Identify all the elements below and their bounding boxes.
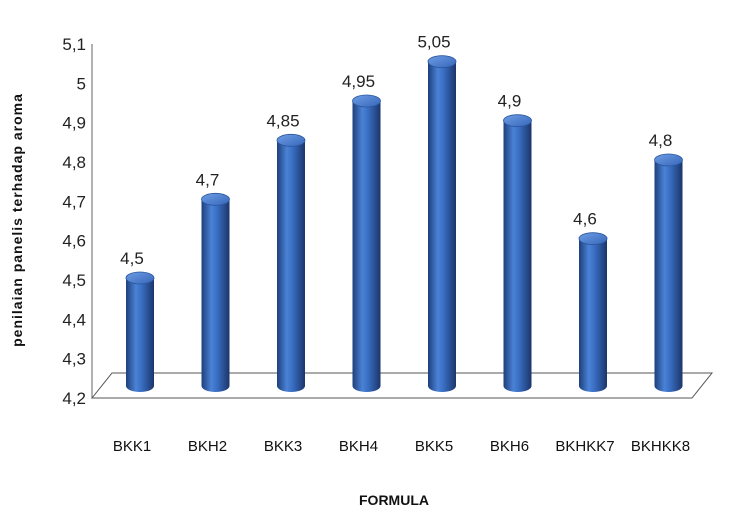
bar-body [277,140,305,392]
bar [352,94,381,392]
y-tick-label: 4,8 [62,153,86,172]
y-tick-label: 4,9 [62,114,86,133]
y-tick-label: 4,4 [62,310,86,329]
x-axis-ticks: BKK1 BKH2 BKK3 BKH4 BKK5 BKH6 BKHKK7 BKHKK8 [113,438,690,455]
data-label: 5,05 [417,33,450,52]
x-tick-label: BKHKK8 [631,438,690,455]
x-axis-title: FORMULA [359,492,429,508]
bar-cap [352,94,381,108]
data-label: 4,8 [649,131,673,150]
bars-group [125,55,683,393]
bar-cap [427,55,457,69]
bar-body [503,120,532,393]
bar [654,153,683,392]
data-label: 4,9 [498,92,522,111]
x-tick-label: BKK1 [113,438,151,455]
bar-body [579,238,607,392]
data-label: 4,95 [342,72,375,91]
bar [201,192,230,392]
bar-cap [276,133,306,147]
y-tick-label: 4,6 [62,232,86,251]
y-tick-label: 4,3 [62,350,86,369]
bar-body [352,101,381,392]
bar [276,133,306,392]
bar-cap [578,232,608,246]
x-tick-label: BKH6 [490,438,529,455]
data-labels-group: 4,5 4,7 4,85 4,95 5,05 4,9 4,6 4,8 [120,33,672,268]
x-tick-label: BKK3 [264,438,302,455]
y-tick-label: 5 [77,74,86,93]
floor-plane [90,372,714,399]
bar [125,271,155,392]
data-label: 4,6 [573,210,597,229]
y-tick-label: 5,1 [62,35,86,54]
y-tick-label: 4,5 [62,271,86,290]
x-tick-label: BKHKK7 [555,438,614,455]
data-label: 4,5 [120,249,144,268]
data-label: 4,7 [196,170,220,189]
y-axis-ticks: 4,2 4,3 4,4 4,5 4,6 4,7 4,8 4,9 5 5,1 [62,35,86,408]
bar [503,114,532,393]
x-tick-label: BKK5 [415,438,453,455]
x-tick-label: BKH2 [188,438,227,455]
y-axis-title: penilaian panelis terhadap aroma [9,93,25,347]
data-label: 4,85 [266,111,299,130]
bar-cap [503,114,532,128]
bar-cap [125,271,155,285]
bar-body [428,61,456,393]
y-tick-label: 4,2 [62,389,86,408]
bar-body [201,199,230,392]
bar-cap [201,192,230,206]
y-tick-label: 4,7 [62,192,86,211]
bar [578,232,608,392]
bar-body [126,278,154,392]
bar [427,55,457,393]
x-tick-label: BKH4 [339,438,378,455]
bar-body [654,160,683,392]
bar-cap [654,153,683,167]
